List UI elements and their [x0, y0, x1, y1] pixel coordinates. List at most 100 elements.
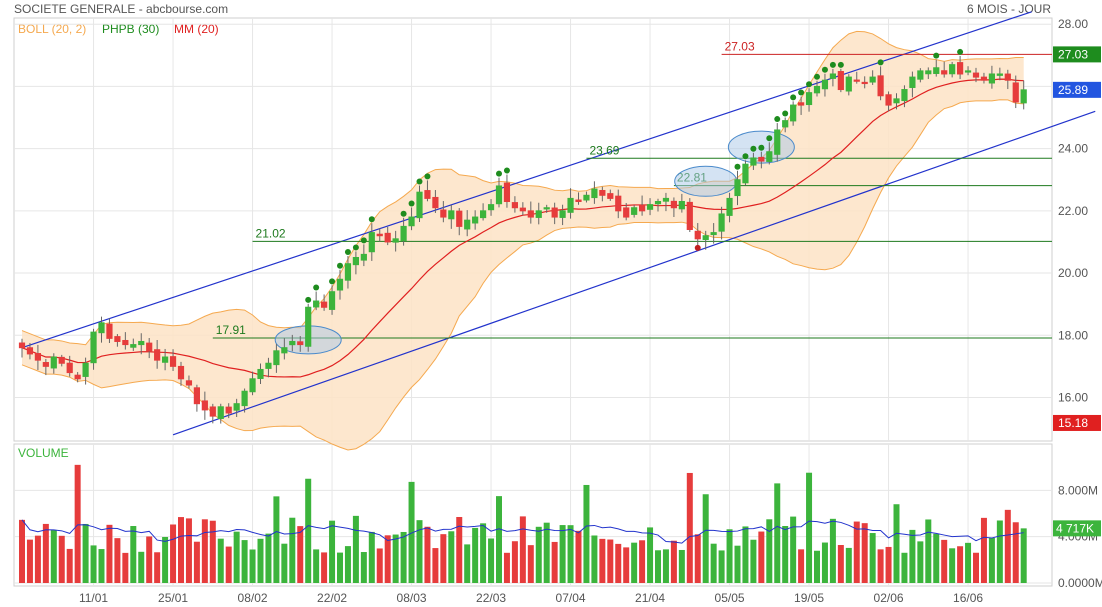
candle-body — [177, 365, 185, 380]
candle-body — [360, 253, 367, 261]
phpb-high-marker — [821, 66, 828, 73]
candle-body — [201, 400, 208, 411]
bollinger-upper — [21, 30, 1024, 346]
x-tick-label: 19/05 — [794, 591, 824, 605]
volume-bar — [376, 548, 383, 583]
candle-body — [376, 233, 383, 237]
candle-body — [106, 323, 113, 339]
volume-bar — [273, 496, 280, 583]
volume-bar — [591, 535, 598, 583]
volume-bar — [853, 521, 860, 583]
volume-bar — [742, 526, 749, 583]
volume-bar — [472, 527, 479, 583]
phpb-high-marker — [782, 110, 789, 117]
volume-tick-label: 8.000M — [1058, 483, 1098, 497]
candle-body — [686, 201, 693, 231]
candle-body — [328, 291, 336, 310]
volume-bar — [607, 539, 614, 583]
volume-bar — [639, 540, 646, 583]
volume-bar — [980, 517, 987, 583]
candle-body — [225, 406, 232, 414]
volume-bar — [209, 520, 216, 583]
volume-bar — [814, 550, 820, 583]
volume-bar — [718, 550, 725, 583]
volume-bar — [623, 547, 630, 583]
candle-body — [583, 194, 590, 201]
volume-bar — [384, 535, 391, 583]
candle-body — [241, 390, 248, 407]
x-tick-label: 02/06 — [874, 591, 904, 605]
candle-body — [66, 362, 73, 374]
candle-body — [805, 92, 813, 106]
volume-bar — [329, 520, 336, 583]
candle-body — [646, 204, 654, 210]
volume-bar — [321, 552, 328, 583]
volume-bar — [337, 552, 343, 583]
volume-bar — [432, 548, 439, 583]
x-tick-label: 05/05 — [715, 591, 745, 605]
candle-body — [766, 151, 773, 162]
candle-body — [424, 190, 431, 199]
volume-bar — [686, 472, 693, 583]
bollinger-band — [21, 30, 1024, 451]
volume-bar — [519, 516, 526, 583]
candle-body — [567, 197, 574, 213]
candle-body — [726, 197, 733, 216]
legend-phpb: PHPB (30) — [102, 22, 159, 36]
candle-body — [949, 64, 956, 75]
volume-bar — [233, 531, 240, 583]
candle-body — [472, 216, 479, 224]
candles — [18, 55, 1027, 424]
highlight-ellipse — [674, 165, 738, 197]
volume-bar — [702, 494, 709, 583]
volume-bar — [424, 526, 431, 583]
volume-bar — [575, 530, 582, 583]
candle-body — [710, 232, 717, 236]
volume-bar — [798, 549, 805, 583]
volume-bar — [416, 520, 423, 583]
phpb-high-marker — [503, 167, 510, 174]
candle-body — [352, 256, 359, 266]
candle-body — [941, 70, 948, 75]
volume-bar — [845, 547, 852, 583]
volume-bar — [480, 523, 487, 583]
candle-body — [734, 179, 741, 197]
candle-body — [122, 339, 129, 346]
candle-body — [456, 210, 463, 227]
volume-bar — [750, 539, 757, 583]
volume-bar — [511, 541, 518, 583]
candle-body — [869, 76, 876, 83]
volume-bar — [599, 538, 606, 583]
candle-body — [607, 193, 614, 199]
volume-bar — [949, 548, 956, 583]
candle-body — [996, 73, 1003, 76]
candle-body — [527, 210, 534, 218]
price-tag — [1053, 81, 1101, 98]
volume-bar — [559, 525, 566, 583]
volume-bar — [440, 534, 447, 583]
period-label: 6 MOIS - JOUR — [967, 2, 1051, 16]
volume-bar — [50, 530, 57, 583]
candle-body — [758, 156, 765, 162]
volume-average-line — [21, 519, 1024, 544]
candle-body — [464, 219, 471, 230]
y-tick-label: 18.00 — [1058, 328, 1088, 342]
candle-body — [82, 362, 89, 377]
volume-bar — [670, 540, 677, 583]
volume-bar — [66, 548, 73, 583]
candle-body — [798, 102, 805, 106]
trend-channel-line — [21, 11, 1032, 349]
candle-body — [702, 235, 709, 240]
volume-bar — [74, 464, 81, 583]
candle-body — [909, 76, 916, 88]
volume-bar — [162, 536, 169, 583]
volume-bar — [734, 545, 741, 583]
chart-title: SOCIETE GENERALE - abcbourse.com — [14, 2, 228, 16]
candle-body — [185, 380, 193, 386]
level-label: 17.91 — [216, 323, 246, 337]
phpb-high-marker — [933, 52, 940, 59]
candle-body — [1020, 89, 1027, 104]
candle-body — [623, 207, 630, 218]
